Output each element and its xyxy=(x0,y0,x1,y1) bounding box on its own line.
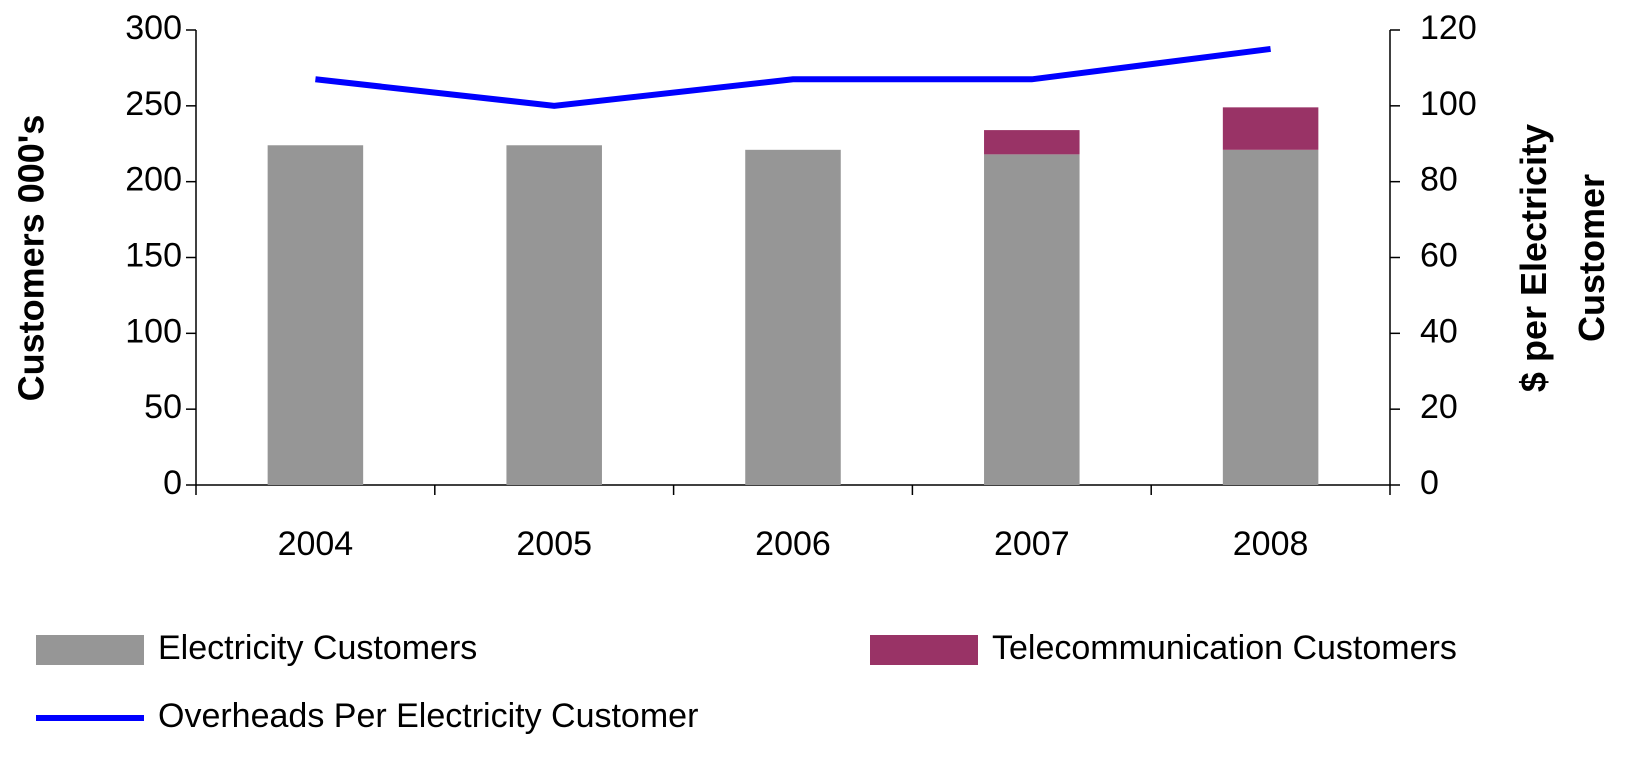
line xyxy=(315,45,1271,109)
y2-tick-label: 60 xyxy=(1420,236,1458,274)
y2-tick-label: 20 xyxy=(1420,388,1458,426)
y-axis-title: Customers 000's xyxy=(11,115,52,402)
y2-tick-label: 120 xyxy=(1420,9,1477,47)
y2-tick-label: 40 xyxy=(1420,312,1458,350)
y2-axis-title: $ per Electricity Customer xyxy=(1513,124,1612,392)
y2-tick-label: 0 xyxy=(1420,464,1439,502)
legend-swatch xyxy=(36,635,144,665)
y-tick-label: 300 xyxy=(125,9,182,47)
legend-label: Telecommunication Customers xyxy=(992,629,1457,667)
x-tick-label: 2008 xyxy=(1233,525,1309,563)
bar xyxy=(267,145,364,485)
bar xyxy=(1222,107,1319,150)
bar xyxy=(745,149,841,486)
bar xyxy=(1222,149,1319,486)
bar xyxy=(984,154,1080,485)
y-tick-label: 250 xyxy=(125,85,182,123)
y-tick-label: 100 xyxy=(125,312,182,350)
legend-label: Electricity Customers xyxy=(158,629,477,667)
bar xyxy=(506,145,602,485)
y-tick-label: 50 xyxy=(144,388,182,426)
x-tick-label: 2004 xyxy=(278,525,354,563)
y-tick-label: 0 xyxy=(163,464,182,502)
y-tick-label: 200 xyxy=(125,161,182,199)
x-tick-label: 2007 xyxy=(994,525,1070,563)
legend-swatch xyxy=(870,635,978,665)
legend-label: Overheads Per Electricity Customer xyxy=(158,697,698,735)
y2-tick-label: 80 xyxy=(1420,161,1458,199)
bar xyxy=(984,130,1080,155)
x-tick-label: 2006 xyxy=(755,525,831,563)
y-tick-label: 150 xyxy=(125,236,182,274)
x-tick-label: 2005 xyxy=(516,525,592,563)
y2-tick-label: 100 xyxy=(1420,85,1477,123)
